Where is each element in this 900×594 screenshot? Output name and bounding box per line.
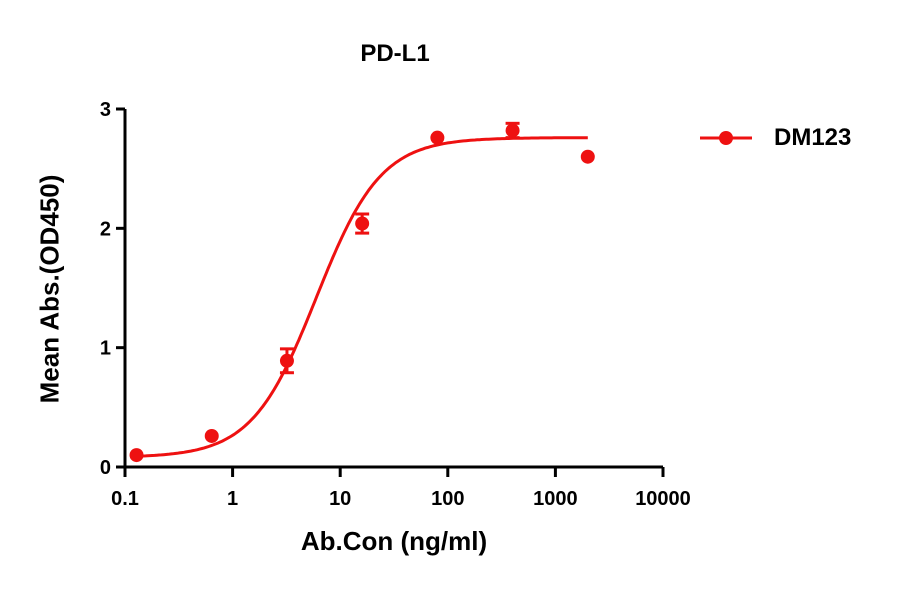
data-point	[279, 353, 294, 368]
data-point	[129, 448, 144, 463]
x-tick-label: 100	[431, 488, 464, 510]
y-tick-label: 0	[100, 457, 111, 479]
legend: DM123	[700, 124, 851, 152]
data-point	[505, 123, 520, 138]
x-tick-label: 1	[227, 488, 238, 510]
fit-curve	[136, 136, 588, 458]
x-tick-label: 0.1	[111, 488, 139, 510]
data-point	[204, 428, 219, 443]
legend-label-dm123: DM123	[774, 124, 852, 151]
chart-title: PD-L1	[360, 40, 430, 67]
data-point	[355, 216, 370, 231]
x-tick-label: 10	[329, 488, 351, 510]
data-point	[580, 149, 595, 164]
y-tick-label: 3	[100, 99, 111, 121]
x-tick-label: 1000	[533, 488, 578, 510]
legend-marker-icon	[700, 131, 752, 145]
y-tick-label: 2	[100, 218, 111, 240]
y-tick-label: 1	[100, 338, 111, 360]
data-point	[430, 130, 445, 145]
x-axis-label: Ab.Con (ng/ml)	[300, 526, 488, 556]
x-tick-label: 10000	[635, 488, 691, 510]
